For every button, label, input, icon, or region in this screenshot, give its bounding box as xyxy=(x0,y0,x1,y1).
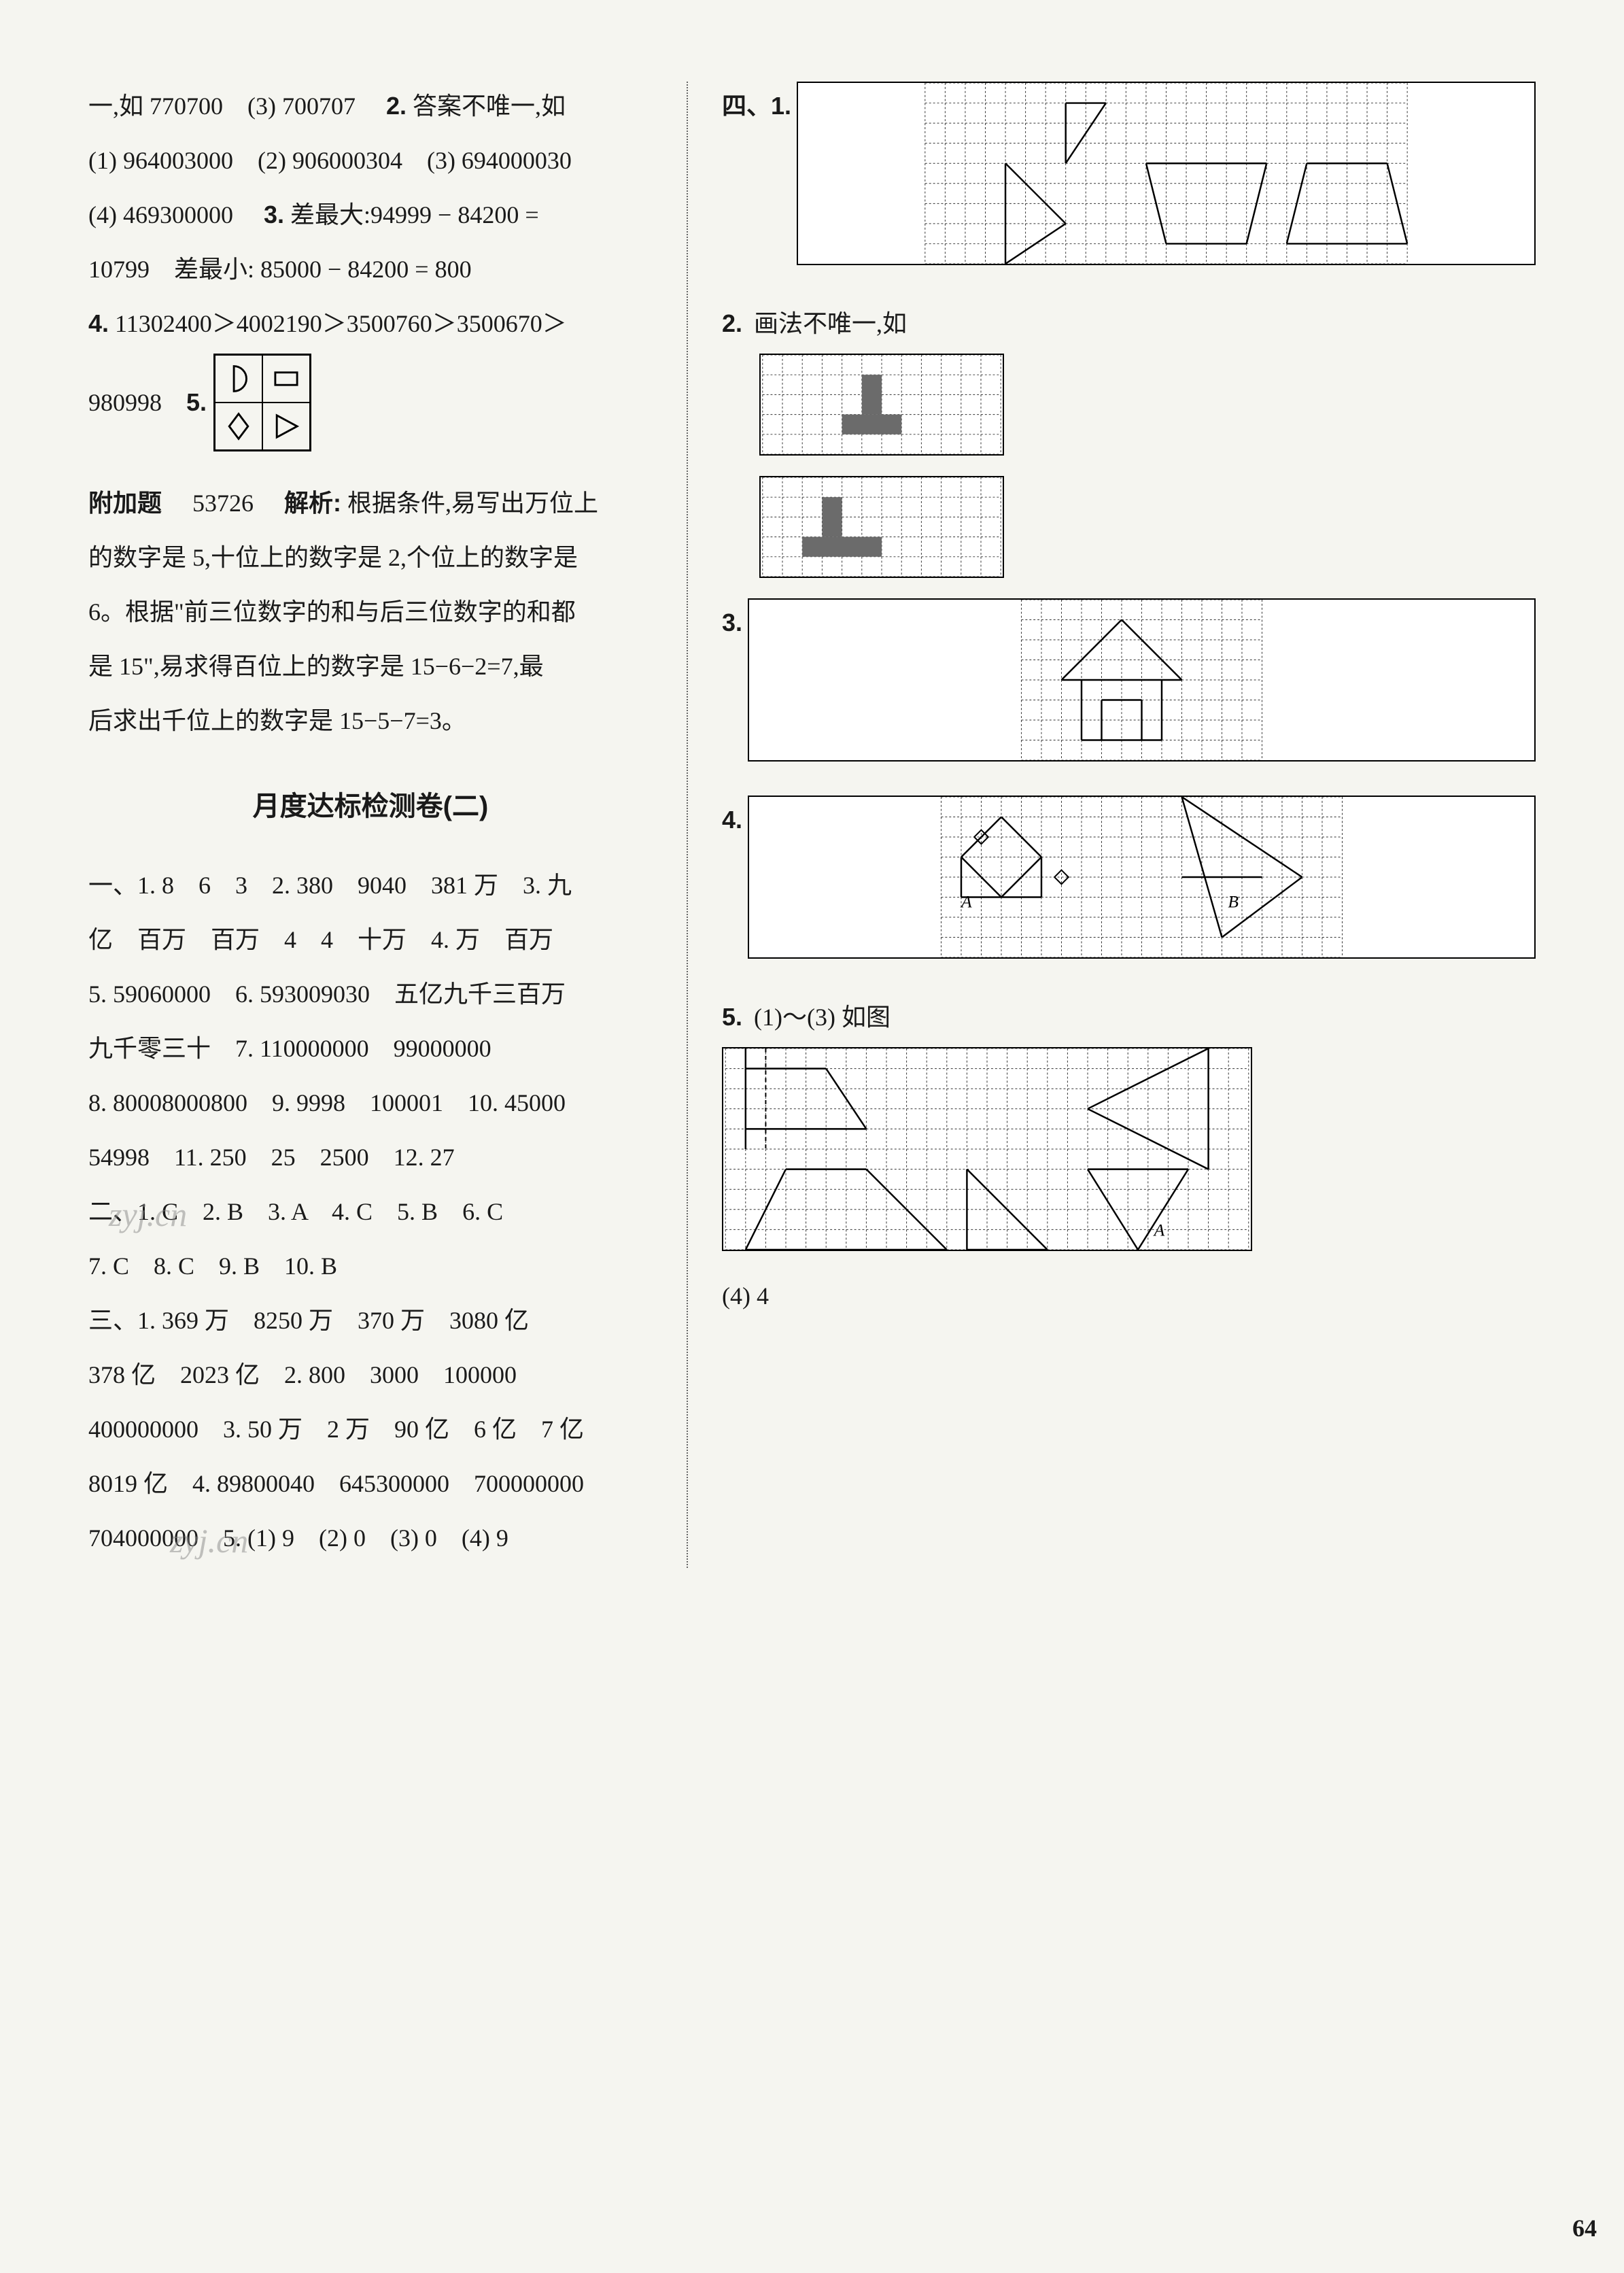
item-label: 四、1. xyxy=(722,82,791,131)
item-4-4: 4. AB xyxy=(722,796,1536,979)
t: 一,如 770700 (3) 700707 xyxy=(88,92,380,120)
shape-triangle-icon xyxy=(262,403,310,450)
t: 11302400＞4002190＞3500760＞3500670＞ xyxy=(115,310,567,337)
shape-halfcircle-icon xyxy=(215,355,262,403)
text-line: (4) 4 xyxy=(722,1271,1536,1320)
t: 答案不唯一,如 xyxy=(413,92,566,120)
watermark: zyj.cn xyxy=(109,1180,187,1248)
num: 4. xyxy=(88,309,109,337)
text-line: 7. C 8. C 9. B 10. B xyxy=(88,1242,653,1291)
text-line: 是 15",易求得百位上的数字是 15−6−2=7,最 xyxy=(88,642,653,691)
appendix-line: 附加题 53726 解析: 根据条件,易写出万位上 xyxy=(88,479,653,528)
section-title-2: 月度达标检测卷(二) xyxy=(88,779,653,834)
text-line: (4) 469300000 3. 差最大:94999 − 84200 = xyxy=(88,190,653,239)
item-4-5-text: 5. (1)～(3) 如图 xyxy=(722,993,1536,1042)
t: 704000000 5. (1) 9 (2) 0 (3) 0 (4) 9 xyxy=(88,1524,508,1552)
item-label: 4. xyxy=(722,796,742,844)
text-line: 54998 11. 250 25 2500 12. 27 xyxy=(88,1133,653,1182)
text-line: 4. 11302400＞4002190＞3500760＞3500670＞ xyxy=(88,299,653,348)
page-number: 64 xyxy=(1572,2204,1597,2253)
num: 2. xyxy=(386,92,407,120)
text-line: 亿 百万 百万 4 4 十万 4. 万 百万 xyxy=(88,915,653,964)
text-line: 九千零三十 7. 110000000 99000000 xyxy=(88,1024,653,1073)
svg-text:B: B xyxy=(1228,891,1239,911)
column-divider xyxy=(687,82,688,1568)
watermark: zyj.cn xyxy=(170,1507,248,1575)
text-line: 三、1. 369 万 8250 万 370 万 3080 亿 xyxy=(88,1296,653,1345)
jiexi-label: 解析: xyxy=(284,489,341,517)
grid-diagram-2a xyxy=(759,354,1004,456)
item-label: 5. xyxy=(722,993,742,1042)
t: 根据条件,易写出万位上 xyxy=(347,490,598,517)
item-4-3: 3. xyxy=(722,598,1536,782)
grid-diagram-4: AB xyxy=(748,796,1536,959)
svg-text:A: A xyxy=(1153,1220,1165,1240)
text-line: 一、1. 8 6 3 2. 380 9040 381 万 3. 九 xyxy=(88,861,653,910)
shape-diamond-icon xyxy=(215,403,262,450)
t: 差最大:94999 − 84200 = xyxy=(290,201,539,228)
text-line: 后求出千位上的数字是 15−5−7=3。 xyxy=(88,696,653,745)
num: 3. xyxy=(264,201,284,228)
text-line: 一,如 770700 (3) 700707 2. 答案不唯一,如 xyxy=(88,82,653,131)
text-line: 6。根据"前三位数字的和与后三位数字的和都 xyxy=(88,587,653,636)
item-4-2-text: 2. 画法不唯一,如 xyxy=(722,299,1536,348)
text-line: 二、1. C 2. B 3. A 4. C 5. B 6. C zyj.cn xyxy=(88,1187,653,1236)
text-line-with-shapes: 980998 5. xyxy=(88,354,653,451)
grid-diagram-5: A xyxy=(722,1047,1252,1251)
t: 53726 xyxy=(168,490,278,517)
text-line: (1) 964003000 (2) 906000304 (3) 69400003… xyxy=(88,136,653,185)
num: 5. xyxy=(186,378,207,427)
text-line: 5. 59060000 6. 593009030 五亿九千三百万 xyxy=(88,970,653,1019)
item-label: 2. xyxy=(722,299,742,348)
text-line: 8. 80008000800 9. 9998 100001 10. 45000 xyxy=(88,1078,653,1127)
diagram-wrap xyxy=(722,354,1536,578)
left-column: 一,如 770700 (3) 700707 2. 答案不唯一,如 (1) 964… xyxy=(88,82,653,1568)
text-line: 8019 亿 4. 89800040 645300000 700000000 xyxy=(88,1459,653,1508)
t: 980998 xyxy=(88,378,186,427)
grid-diagram-3 xyxy=(748,598,1536,762)
grid-diagram-2b xyxy=(759,476,1004,578)
appendix-label: 附加题 xyxy=(88,489,162,517)
t: (4) 469300000 xyxy=(88,201,258,228)
item-4-1: 四、1. xyxy=(722,82,1536,286)
item-label: 3. xyxy=(722,598,742,647)
t: 画法不唯一,如 xyxy=(754,310,907,337)
text-line: 400000000 3. 50 万 2 万 90 亿 6 亿 7 亿 xyxy=(88,1405,653,1454)
t: (1)～(3) 如图 xyxy=(754,1004,891,1031)
text-line: 378 亿 2023 亿 2. 800 3000 100000 xyxy=(88,1350,653,1399)
text-line: 的数字是 5,十位上的数字是 2,个位上的数字是 xyxy=(88,533,653,582)
svg-text:A: A xyxy=(960,891,972,911)
shape-grid-2x2 xyxy=(213,354,311,451)
shape-rectangle-icon xyxy=(262,355,310,403)
text-line: 704000000 5. (1) 9 (2) 0 (3) 0 (4) 9 zyj… xyxy=(88,1514,653,1562)
grid-diagram-1 xyxy=(797,82,1536,265)
page-columns: 一,如 770700 (3) 700707 2. 答案不唯一,如 (1) 964… xyxy=(88,82,1536,1568)
right-column: 四、1. 2. 画法不唯一,如 3. 4. AB 5. (1)～(3) 如图 A… xyxy=(722,82,1536,1568)
t: 8019 亿 4. 89800040 645300000 700000000 xyxy=(88,1470,584,1497)
text-line: 10799 差最小: 85000 − 84200 = 800 xyxy=(88,245,653,294)
